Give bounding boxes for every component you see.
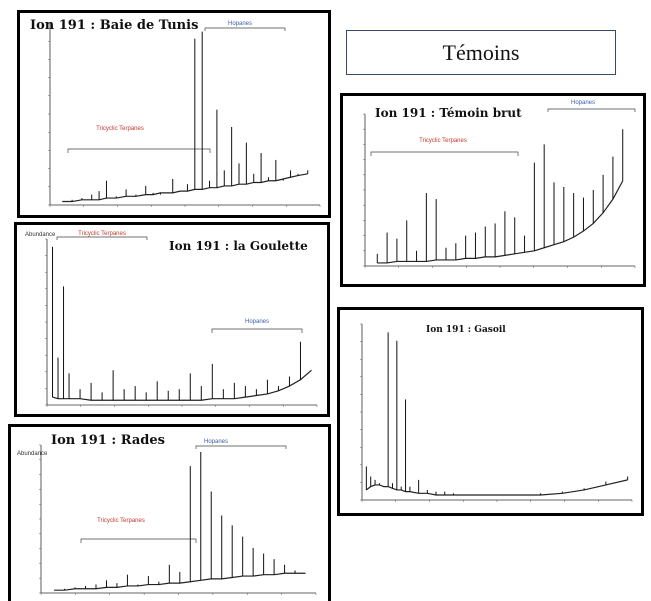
chart-title: Ion 191 : Baie de Tunis — [30, 18, 199, 33]
bracket-tricyclic — [370, 151, 519, 156]
bracket-hopanes — [211, 328, 303, 333]
annotation-tricyclic: Tricyclic Terpanes — [78, 231, 126, 237]
chromatogram-baseline — [365, 479, 628, 496]
temoins-label: Témoins — [346, 30, 616, 75]
chart-title: Ion 191 : Rades — [51, 433, 165, 448]
chromatogram-baseline — [52, 369, 312, 401]
chart-title: Ion 191 : la Goulette — [169, 239, 308, 253]
chart-baie-svg: Hopanes Tricyclic Terpanes — [48, 21, 321, 207]
bracket-tricyclic — [67, 148, 211, 153]
bracket-tricyclic — [56, 236, 148, 240]
annotation-hopanes: Hopanes — [204, 439, 228, 445]
chart-panel-temoin: Tricyclic Terpanes Hopanes Ion 191 : Tém… — [340, 93, 646, 287]
annotation-tricyclic: Tricyclic Terpanes — [97, 518, 145, 524]
chart-goulette-svg: Tricyclic Terpanes Hopanes Abundance — [25, 231, 318, 407]
annotation-hopanes: Hopanes — [571, 100, 595, 106]
chart-rades-svg: Hopanes Tricyclic Terpanes Abundance — [17, 439, 317, 595]
chart-panel-goulette: Tricyclic Terpanes Hopanes Abundance Ion… — [14, 222, 330, 417]
chart-panel-baie: Hopanes Tricyclic Terpanes Ion 191 : Bai… — [17, 10, 331, 218]
chart-title: Ion 191 : Gasoil — [426, 325, 506, 335]
annotation-hopanes: Hopanes — [228, 21, 252, 27]
y-axis-label: Abundance — [25, 232, 56, 238]
chart-temoin-svg: Tricyclic Terpanes Hopanes — [363, 100, 636, 268]
y-axis-label: Abundance — [17, 451, 48, 457]
annotation-tricyclic: Tricyclic Terpanes — [419, 138, 467, 144]
chart-panel-gasoil: Ion 191 : Gasoil — [337, 307, 644, 516]
annotation-tricyclic: Tricyclic Terpanes — [96, 126, 144, 132]
chart-panel-rades: Hopanes Tricyclic Terpanes Abundance Ion… — [8, 424, 331, 601]
chromatogram-baseline — [377, 180, 624, 264]
bracket-hopanes — [547, 108, 636, 112]
bracket-hopanes — [195, 445, 287, 449]
bracket-hopanes — [204, 27, 286, 31]
annotation-hopanes: Hopanes — [245, 319, 269, 325]
chart-title: Ion 191 : Témoin brut — [375, 106, 522, 120]
bracket-tricyclic — [80, 538, 197, 543]
chart-gasoil-svg — [360, 323, 633, 502]
